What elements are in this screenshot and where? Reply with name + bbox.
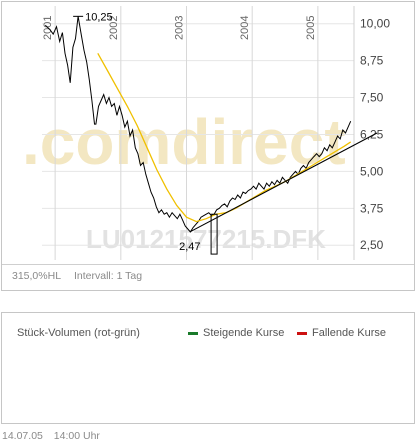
x-tick-label: 2003 (174, 16, 186, 40)
y-tick-label: 3,75 (360, 201, 384, 215)
chart-divider (2, 264, 414, 265)
volume-panel: Stück-Volumen (rot-grün) Steigende Kurse… (1, 312, 415, 424)
chart-info-row: 315,0%HL Intervall: 1 Tag (12, 270, 152, 282)
security-id-text: LU0121577215.DFK (86, 224, 326, 254)
legend-falling-label: Fallende Kurse (312, 327, 386, 339)
price-chart: .comdirect LU0121577215.DFK 10,00 8,75 7,50 6… (22, 6, 390, 260)
interval-label: Intervall: 1 Tag (73, 270, 143, 282)
y-tick-label: 5,00 (360, 164, 384, 178)
volume-title: Stück-Volumen (rot-grün) (17, 327, 140, 339)
low-annotation: 2,47 (179, 241, 200, 253)
y-tick-label: 10,00 (360, 17, 390, 31)
price-line (44, 16, 352, 233)
legend-rising-swatch (188, 331, 198, 335)
footer-date: 14.07.05 (2, 430, 43, 442)
footer-time: 14:00 Uhr (53, 430, 100, 442)
legend-falling: Fallende Kurse (297, 327, 386, 339)
low-marker (210, 213, 218, 255)
legend-falling-swatch (297, 331, 307, 335)
price-chart-panel: .comdirect LU0121577215.DFK 10,00 8,75 7,50 6… (1, 1, 415, 291)
trendline (189, 132, 378, 233)
legend-rising-label: Steigende Kurse (203, 327, 285, 339)
timestamp-footer: 14.07.05 14:00 Uhr (2, 430, 108, 442)
high-annotation: 10,25 (85, 11, 113, 23)
x-tick-label: 2004 (239, 16, 251, 40)
x-tick-label: 2005 (305, 16, 317, 40)
x-tick-label: 2002 (108, 16, 120, 40)
legend-rising: Steigende Kurse (188, 327, 284, 339)
watermark-text: .comdirect (22, 106, 346, 178)
y-tick-label: 8,75 (360, 54, 384, 68)
performance-label: 315,0%HL (12, 270, 62, 282)
y-tick-label: 7,50 (360, 91, 384, 105)
y-tick-label: 2,50 (360, 238, 384, 252)
y-tick-label: 6,25 (360, 127, 384, 141)
